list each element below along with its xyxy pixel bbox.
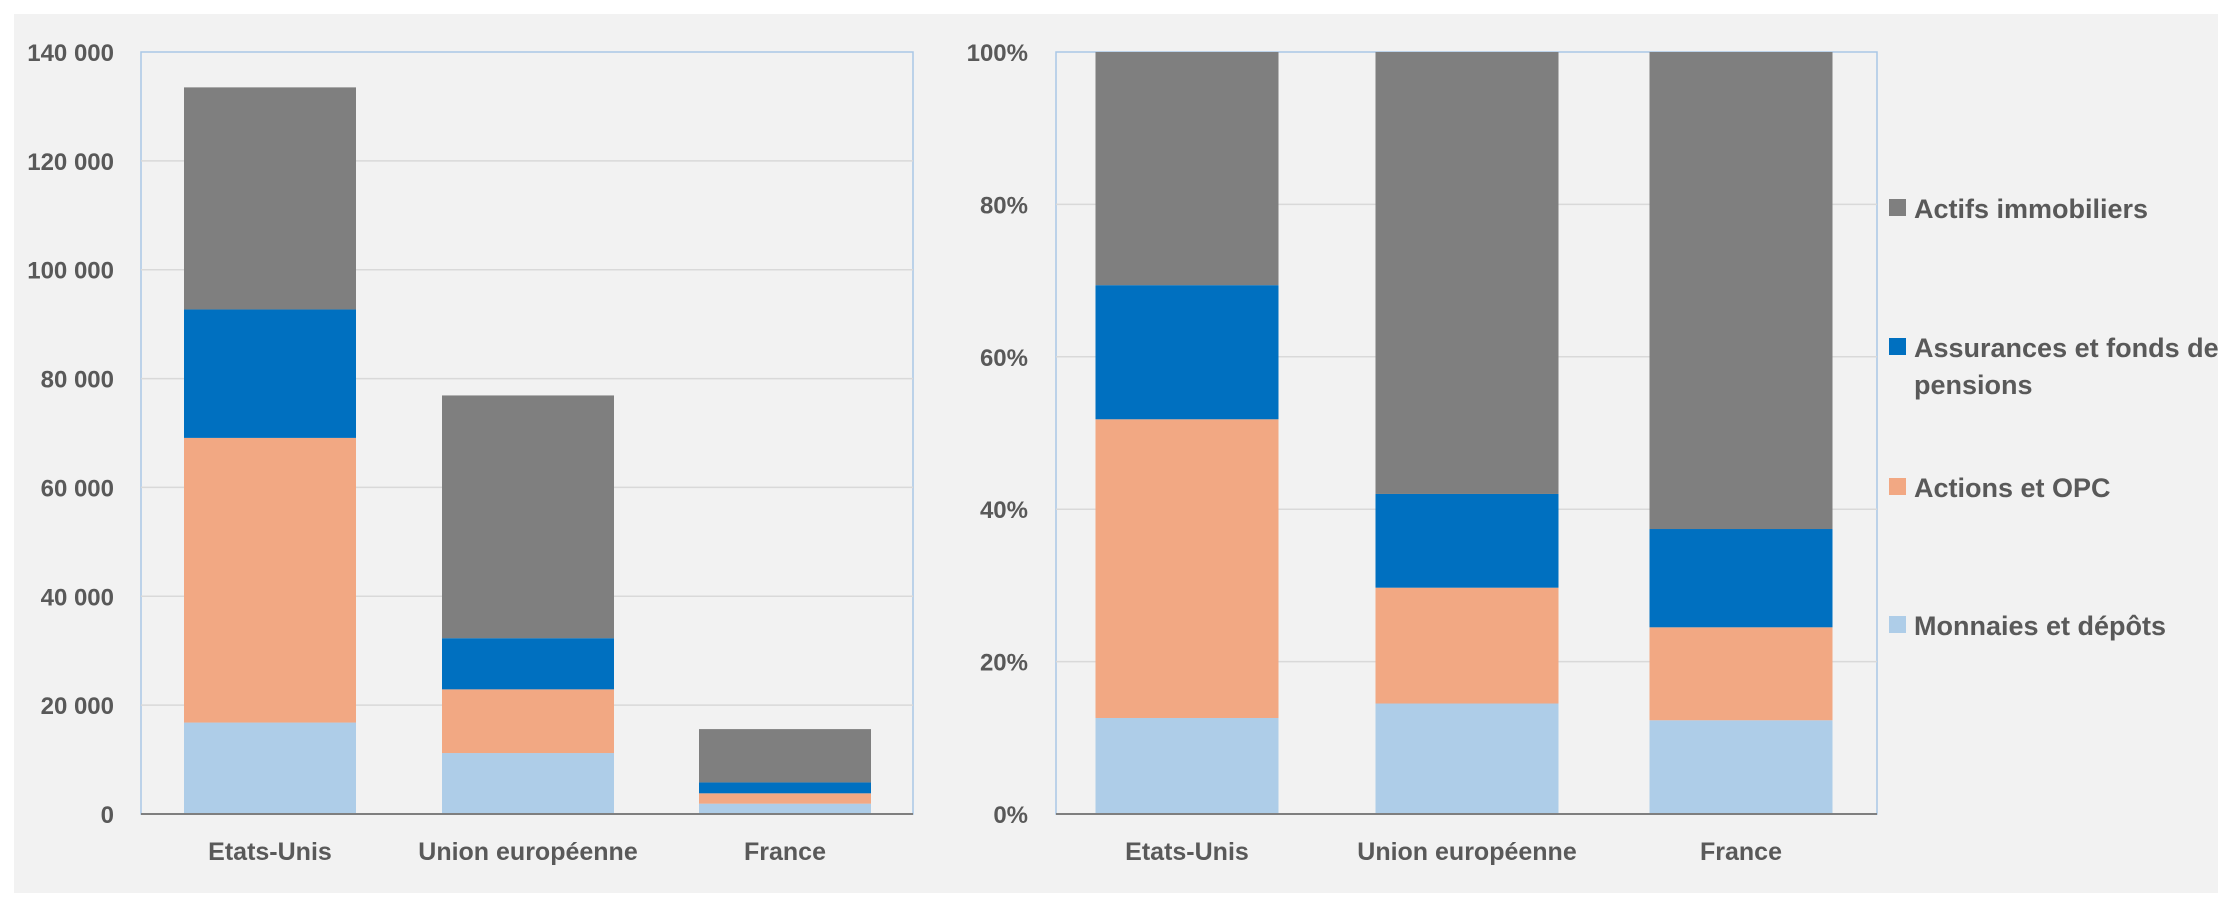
legend-label: Actifs immobiliers [1914, 194, 2148, 224]
abs-bar-segment [699, 803, 871, 814]
legend-label: pensions [1914, 370, 2033, 400]
legend-swatch [1889, 478, 1906, 495]
abs-bar-segment [184, 309, 356, 438]
legend-swatch [1889, 616, 1906, 633]
percent-stacked-bar-chart: 0% 20% 40% 60% 80% 100% Etats-Unis Union europé… [967, 40, 1878, 866]
abs-bar-segment [442, 689, 614, 754]
chart-panel: 0 20 000 40 000 60 000 80 000 100 000 120 000 1… [14, 14, 2218, 893]
pct-x-category-label: France [1700, 838, 1782, 866]
abs-y-tick-label: 100 000 [27, 258, 114, 285]
abs-y-tick-label: 140 000 [27, 40, 114, 67]
pct-y-tick-label: 20% [980, 650, 1028, 677]
abs-bar-segment [442, 753, 614, 814]
abs-bar-segment [699, 793, 871, 804]
pct-y-tick-label: 100% [967, 40, 1028, 67]
abs-x-category-label: France [744, 838, 826, 866]
pct-y-tick-label: 0% [993, 802, 1028, 829]
pct-y-tick-label: 80% [980, 192, 1028, 219]
pct-bar-segment [1649, 720, 1833, 814]
abs-y-tick-label: 60 000 [41, 475, 114, 502]
abs-x-category-label: Etats-Unis [208, 838, 332, 866]
legend-swatch [1889, 338, 1906, 355]
abs-x-category-label: Union européenne [418, 838, 638, 866]
pct-y-tick-label: 60% [980, 345, 1028, 372]
pct-bar-segment [1375, 703, 1559, 814]
abs-y-tick-label: 40 000 [41, 584, 114, 611]
pct-bar-segment [1375, 493, 1559, 588]
pct-bar-segment [1375, 52, 1559, 494]
pct-x-category-label: Etats-Unis [1125, 838, 1249, 866]
pct-bar-segment [1095, 285, 1279, 420]
legend-swatch [1889, 199, 1906, 216]
legend-label: Monnaies et dépôts [1914, 611, 2166, 641]
abs-y-tick-label: 80 000 [41, 367, 114, 394]
pct-bar-segment [1649, 529, 1833, 628]
pct-bar-segment [1095, 419, 1279, 718]
abs-bar-segment [699, 729, 871, 783]
abs-bar-segment [184, 437, 356, 723]
legend-label: Assurances et fonds de [1914, 333, 2218, 363]
abs-bar-segment [442, 638, 614, 690]
abs-bar-segment [442, 395, 614, 639]
pct-y-tick-label: 40% [980, 497, 1028, 524]
abs-y-tick-label: 0 [101, 802, 114, 829]
pct-bar-segment [1649, 52, 1833, 530]
pct-bar-segment [1649, 627, 1833, 721]
abs-y-tick-label: 120 000 [27, 149, 114, 176]
pct-bar-segment [1375, 587, 1559, 704]
pct-x-category-label: Union européenne [1357, 838, 1577, 866]
chart-canvas: 0 20 000 40 000 60 000 80 000 100 000 120 000 1… [27, 40, 2218, 866]
abs-bar-segment [699, 782, 871, 794]
pct-bar-segment [1095, 52, 1279, 286]
legend-label: Actions et OPC [1914, 473, 2111, 503]
abs-bar-segment [184, 722, 356, 814]
absolute-stacked-bar-chart: 0 20 000 40 000 60 000 80 000 100 000 120 000 1… [27, 40, 914, 866]
abs-bar-segment [184, 87, 356, 310]
chart-legend: Actifs immobiliers Assurances et fonds de… [1889, 194, 2218, 641]
abs-y-tick-label: 20 000 [41, 693, 114, 720]
pct-bar-segment [1095, 717, 1279, 814]
